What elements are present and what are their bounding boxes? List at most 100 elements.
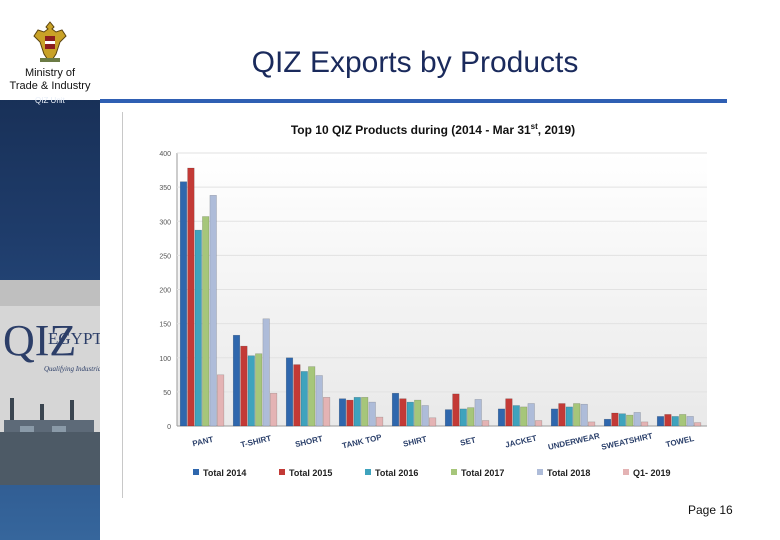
x-tick-label: T-SHIRT bbox=[240, 434, 272, 450]
ministry-line-1: Ministry of bbox=[24, 67, 76, 79]
bar-set-s0 bbox=[444, 409, 453, 427]
bar-tank-top-s1 bbox=[346, 399, 354, 427]
bar-towel-s5 bbox=[694, 422, 702, 427]
bar-sweatshirt-s0 bbox=[603, 418, 612, 427]
bar-towel-s4 bbox=[686, 416, 694, 427]
bar-pant-s1 bbox=[187, 167, 195, 427]
bar-towel-s0 bbox=[656, 416, 665, 427]
bar-t-shirt-s2 bbox=[247, 355, 255, 427]
bar-sweatshirt-s5 bbox=[641, 421, 649, 427]
bar-shirt-s1 bbox=[399, 398, 407, 427]
bar-set-s3 bbox=[467, 407, 475, 427]
bar-chart: Top 10 QIZ Products during (2014 - Mar 3… bbox=[159, 122, 707, 478]
eagle-emblem-icon bbox=[33, 21, 67, 62]
legend-label: Q1- 2019 bbox=[633, 468, 671, 478]
bar-set-s5 bbox=[482, 420, 490, 427]
bar-t-shirt-s5 bbox=[270, 392, 278, 427]
bar-shirt-s2 bbox=[406, 401, 414, 427]
logo-tagline: Qualifying Industrial Zones bbox=[44, 365, 100, 373]
legend-label: Total 2015 bbox=[289, 468, 332, 478]
bar-set-s2 bbox=[459, 408, 467, 427]
bar-underwear-s4 bbox=[580, 403, 588, 427]
y-tick-label: 350 bbox=[159, 185, 171, 192]
y-tick-label: 0 bbox=[167, 424, 171, 431]
x-tick-label: SWEATSHIRT bbox=[600, 431, 653, 452]
bar-short-s0 bbox=[285, 357, 294, 427]
bar-set-s4 bbox=[474, 399, 482, 427]
bar-short-s1 bbox=[293, 364, 301, 427]
y-tick-label: 150 bbox=[159, 322, 171, 329]
bar-shirt-s4 bbox=[421, 405, 429, 427]
chart-title: Top 10 QIZ Products during (2014 - Mar 3… bbox=[291, 122, 575, 137]
legend-swatch bbox=[623, 469, 629, 475]
x-tick-label: SET bbox=[459, 435, 476, 447]
logo-egypt-text: EGYPT bbox=[48, 329, 100, 348]
x-tick-label: SHORT bbox=[294, 434, 323, 449]
bar-t-shirt-s0 bbox=[232, 334, 241, 427]
bar-pant-s2 bbox=[194, 229, 202, 427]
bar-jacket-s2 bbox=[512, 405, 520, 427]
bar-tank-top-s4 bbox=[368, 401, 376, 427]
bar-short-s5 bbox=[323, 397, 331, 427]
y-tick-label: 400 bbox=[159, 151, 171, 158]
bar-set-s1 bbox=[452, 393, 460, 427]
logo-qiz-text: QIZ bbox=[3, 316, 76, 365]
x-tick-label: SHIRT bbox=[402, 434, 428, 448]
bar-jacket-s0 bbox=[497, 408, 506, 427]
qiz-egypt-logo: QIZ EGYPT Qualifying Industrial Zones bbox=[0, 280, 100, 485]
bar-sweatshirt-s4 bbox=[633, 412, 641, 427]
bar-tank-top-s5 bbox=[376, 416, 384, 427]
page-number: Page 16 bbox=[688, 503, 733, 517]
legend-swatch bbox=[279, 469, 285, 475]
bar-pant-s3 bbox=[202, 216, 210, 427]
legend-label: Total 2017 bbox=[461, 468, 504, 478]
bar-pant-s4 bbox=[209, 195, 217, 427]
bar-pant-s0 bbox=[179, 181, 188, 427]
x-tick-label: TANK TOP bbox=[341, 433, 383, 451]
bar-tank-top-s0 bbox=[338, 398, 347, 427]
bar-towel-s2 bbox=[671, 416, 679, 427]
bar-underwear-s3 bbox=[573, 403, 581, 427]
y-tick-label: 250 bbox=[159, 253, 171, 260]
legend-swatch bbox=[193, 469, 199, 475]
bar-shirt-s5 bbox=[429, 417, 437, 427]
ministry-name: Ministry of Trade & Industry bbox=[2, 67, 98, 93]
x-tick-label: TOWEL bbox=[665, 434, 695, 449]
bar-jacket-s3 bbox=[520, 406, 528, 427]
x-tick-label: PANT bbox=[192, 435, 215, 449]
chart-container: Top 10 QIZ Products during (2014 - Mar 3… bbox=[122, 112, 726, 498]
legend-swatch bbox=[537, 469, 543, 475]
bar-sweatshirt-s2 bbox=[618, 413, 626, 427]
bar-tank-top-s3 bbox=[361, 397, 369, 427]
y-tick-label: 50 bbox=[163, 390, 171, 397]
legend-label: Total 2014 bbox=[203, 468, 246, 478]
title-divider bbox=[100, 99, 727, 103]
bar-jacket-s5 bbox=[535, 420, 543, 427]
bar-jacket-s1 bbox=[505, 398, 513, 427]
page-title: QIZ Exports by Products bbox=[251, 46, 579, 79]
legend-swatch bbox=[365, 469, 371, 475]
bar-towel-s3 bbox=[679, 414, 687, 427]
bar-pant-s5 bbox=[217, 374, 225, 427]
bar-short-s2 bbox=[300, 371, 308, 427]
legend-label: Total 2016 bbox=[375, 468, 418, 478]
bar-towel-s1 bbox=[664, 414, 672, 427]
unit-name: QIZ Unit bbox=[35, 96, 65, 105]
bar-underwear-s2 bbox=[565, 406, 573, 427]
bar-sweatshirt-s3 bbox=[626, 414, 634, 427]
bar-shirt-s0 bbox=[391, 392, 400, 427]
bar-short-s3 bbox=[308, 366, 316, 427]
bar-jacket-s4 bbox=[527, 403, 535, 427]
bar-underwear-s1 bbox=[558, 403, 566, 427]
bar-underwear-s5 bbox=[588, 421, 596, 427]
legend-label: Total 2018 bbox=[547, 468, 590, 478]
x-tick-label: JACKET bbox=[504, 434, 537, 450]
y-tick-label: 100 bbox=[159, 356, 171, 363]
y-tick-label: 300 bbox=[159, 219, 171, 226]
bar-t-shirt-s1 bbox=[240, 345, 248, 427]
bar-underwear-s0 bbox=[550, 408, 559, 427]
bar-sweatshirt-s1 bbox=[611, 412, 619, 427]
x-tick-label: UNDERWEAR bbox=[547, 431, 601, 452]
bar-t-shirt-s4 bbox=[262, 318, 270, 427]
bar-tank-top-s2 bbox=[353, 397, 361, 427]
